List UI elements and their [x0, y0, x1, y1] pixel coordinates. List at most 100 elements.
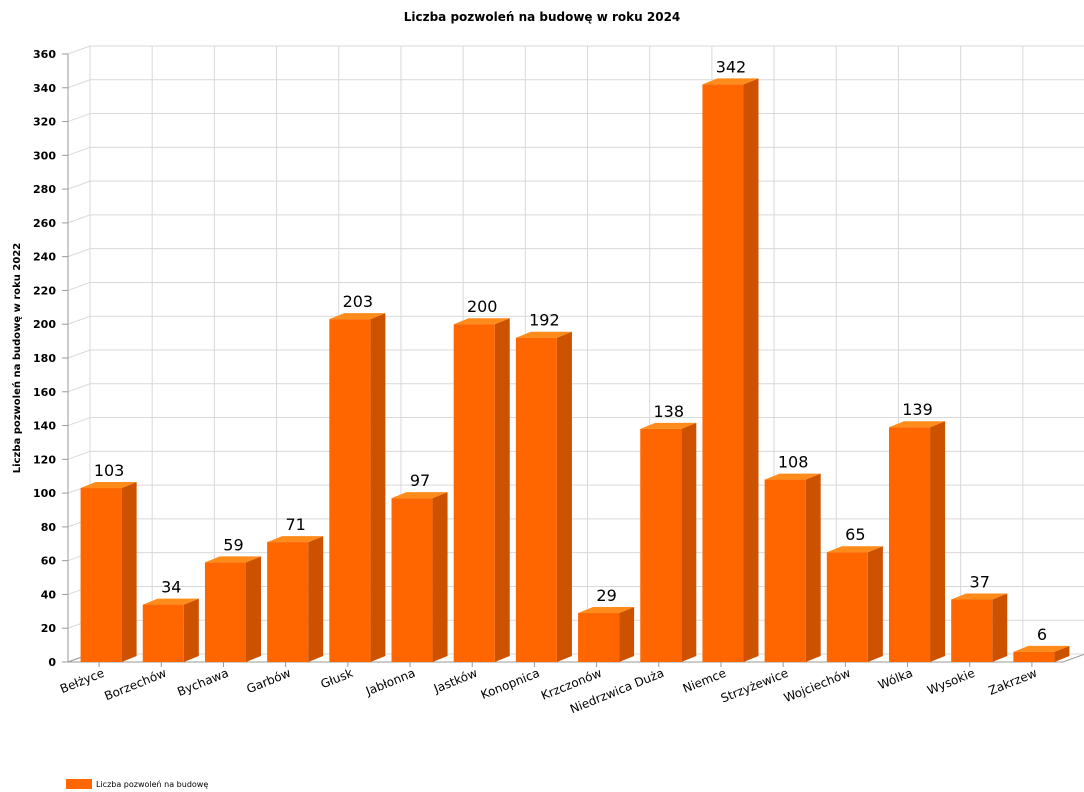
- bar-top: [80, 482, 137, 489]
- bar-side: [494, 318, 510, 662]
- y-tick-label: 80: [41, 521, 57, 534]
- x-tick-label: Jastków: [431, 666, 480, 696]
- bar-side: [681, 422, 697, 662]
- bar-value-label: 192: [529, 311, 560, 330]
- grid-line: [67, 248, 91, 258]
- bar-value-label: 203: [343, 292, 374, 311]
- y-tick-label: 300: [33, 149, 56, 162]
- bar: [826, 552, 868, 662]
- bars: 103 34 59 71 203 97 200 192 29 138 342 108 65 139 37 6: [80, 57, 1070, 662]
- x-tick-label: Bychawa: [175, 666, 230, 699]
- bar-top: [453, 318, 510, 325]
- bar: [702, 84, 744, 662]
- legend-swatch: [66, 779, 92, 789]
- y-tick-label: 280: [33, 183, 56, 196]
- y-tick-label: 160: [33, 386, 56, 399]
- grid-line: [67, 281, 91, 291]
- bar-side: [992, 593, 1008, 662]
- grid-line: [67, 45, 91, 55]
- x-tick-label: Zakrzew: [987, 666, 1040, 698]
- grid-line: [67, 214, 91, 224]
- x-tick-label: Garbów: [245, 666, 293, 696]
- y-tick-label: 0: [48, 656, 56, 669]
- bar-side: [245, 556, 261, 662]
- grid-line: [67, 450, 91, 460]
- bar: [640, 428, 682, 662]
- x-tick-label: Wojciechów: [782, 666, 853, 705]
- y-tick-label: 200: [33, 318, 56, 331]
- bar-top: [764, 473, 821, 480]
- grid-line: [67, 79, 91, 89]
- y-tick-label: 120: [33, 453, 56, 466]
- bar-value-label: 59: [223, 535, 243, 554]
- bar-side: [370, 313, 386, 662]
- x-tick-label: Wysokie: [925, 666, 977, 698]
- y-tick-label: 60: [41, 555, 57, 568]
- bar-value-label: 200: [467, 297, 498, 316]
- bar: [80, 488, 122, 662]
- bar-value-label: 108: [778, 453, 809, 472]
- y-tick-label: 100: [33, 487, 56, 500]
- y-tick-label: 220: [33, 284, 56, 297]
- chart-title: Liczba pozwoleń na budowę w roku 2024: [403, 10, 681, 24]
- grid-line: [67, 113, 91, 123]
- bar-value-label: 138: [654, 402, 685, 421]
- grid-line: [67, 315, 91, 325]
- y-axis-ticks: 0 20 40 60 80 100 120 140 160 180 200 220 240 260 280 3…: [33, 48, 68, 669]
- bar: [951, 599, 993, 662]
- grid-line: [67, 417, 91, 427]
- grid-line: [67, 349, 91, 359]
- bar-side: [1054, 645, 1070, 662]
- bar-value-label: 29: [596, 586, 616, 605]
- bar: [515, 337, 557, 662]
- x-tick-label: Bełżyce: [58, 666, 106, 696]
- bar-side: [308, 536, 324, 662]
- bar-top: [702, 78, 759, 85]
- bar-top: [515, 331, 572, 338]
- bar-value-label: 34: [161, 578, 181, 597]
- bar-side: [432, 492, 448, 662]
- bar-top: [142, 598, 199, 605]
- bar-side: [743, 78, 759, 662]
- bar: [764, 479, 806, 662]
- x-tick-label: Konopnica: [479, 666, 542, 702]
- bar-top: [267, 536, 324, 543]
- bar-side: [556, 331, 572, 662]
- y-tick-label: 360: [33, 48, 56, 61]
- bar-top: [391, 492, 448, 499]
- y-tick-label: 180: [33, 352, 56, 365]
- bar: [142, 604, 184, 662]
- bar-top: [826, 546, 883, 553]
- bar: [889, 427, 931, 662]
- bar-side: [121, 482, 137, 662]
- y-tick-label: 140: [33, 420, 56, 433]
- bar: [391, 498, 433, 662]
- y-tick-label: 240: [33, 251, 56, 264]
- bar-top: [204, 556, 261, 563]
- bar: [453, 324, 495, 662]
- x-axis-depth-line: [1062, 653, 1084, 663]
- y-tick-label: 260: [33, 217, 56, 230]
- y-tick-label: 320: [33, 116, 56, 129]
- y-tick-label: 40: [41, 588, 57, 601]
- bar-side: [805, 473, 821, 662]
- bar-value-label: 103: [94, 461, 125, 480]
- bar-top: [951, 593, 1008, 600]
- legend: Liczba pozwoleń na budowę: [66, 779, 208, 789]
- bar: [578, 613, 620, 662]
- legend-label: Liczba pozwoleń na budowę: [96, 779, 209, 789]
- x-tick-label: Strzyżewice: [719, 666, 791, 706]
- bar-value-label: 37: [970, 573, 990, 592]
- x-tick-label: Wólka: [876, 666, 915, 692]
- bar-value-label: 139: [902, 400, 933, 419]
- bar: [204, 562, 246, 662]
- bar-top: [1013, 645, 1070, 652]
- grid-line: [67, 146, 91, 156]
- bar-value-label: 97: [410, 471, 430, 490]
- x-tick-label: Borzechów: [102, 666, 168, 704]
- y-axis-label: Liczba pozwoleń na budowę w roku 2022: [11, 243, 23, 474]
- grid-line: [67, 383, 91, 393]
- x-tick-label: Jabłonna: [363, 666, 417, 699]
